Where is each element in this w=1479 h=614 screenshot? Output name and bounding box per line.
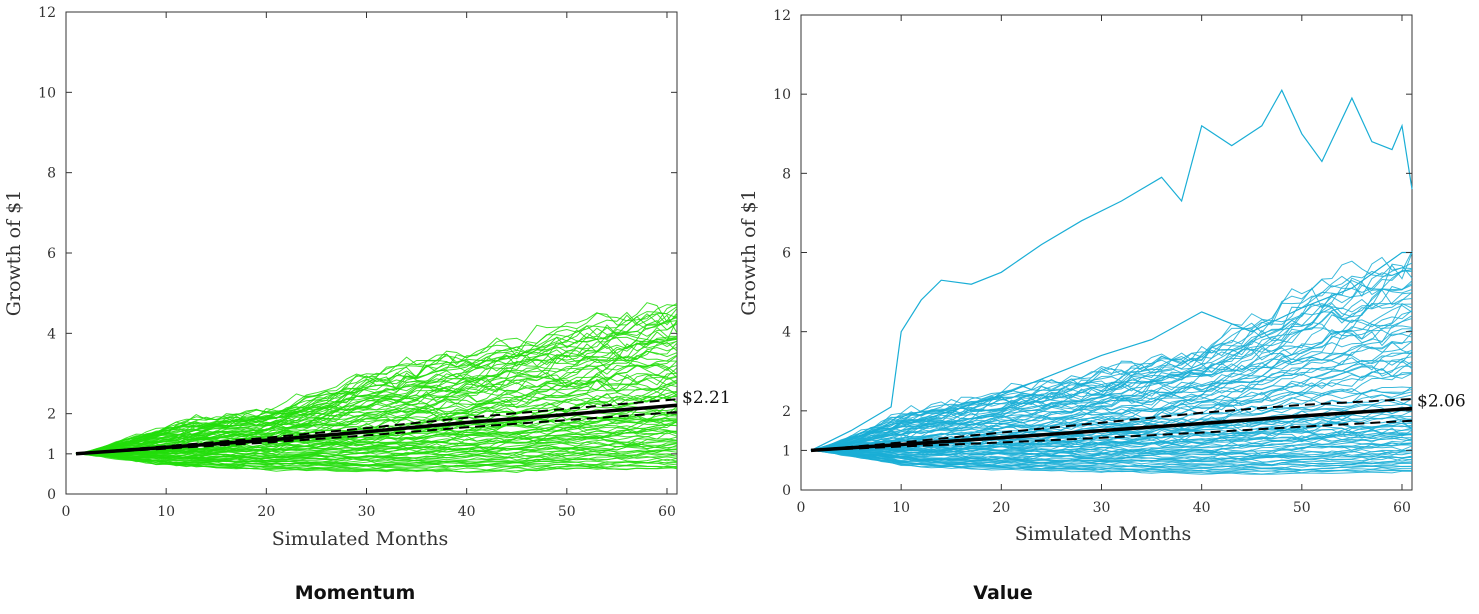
simulated-path	[810, 449, 1413, 463]
simulated-path	[75, 326, 678, 455]
y-tick-label: 4	[782, 325, 791, 341]
y-tick-label: 10	[38, 85, 56, 101]
simulated-path	[810, 284, 1413, 451]
value-caption: Value	[973, 582, 1033, 604]
simulated-path	[75, 302, 678, 455]
simulated-path	[810, 288, 1413, 451]
x-tick-label: 50	[1293, 500, 1311, 516]
simulated-path	[810, 256, 1413, 451]
simulated-path	[75, 340, 678, 455]
lower-confidence-line	[75, 411, 678, 455]
simulated-path	[75, 338, 678, 455]
x-tick-label: 30	[358, 504, 376, 520]
y-tick-label: 0	[47, 487, 56, 503]
simulated-path	[810, 449, 1413, 467]
median-line	[810, 406, 1413, 453]
simulated-path	[810, 310, 1413, 451]
simulated-path	[810, 449, 1413, 469]
end-value-label: $2.21	[682, 388, 731, 408]
outlier-path	[810, 88, 1413, 451]
outlier-path	[810, 251, 1412, 451]
simulated-path	[75, 418, 678, 455]
simulated-paths	[75, 302, 678, 474]
simulated-path	[810, 328, 1413, 451]
y-axis-label: Growth of $1	[738, 189, 760, 316]
upper-confidence-line	[75, 398, 678, 455]
y-axis-label: Growth of $1	[3, 190, 25, 317]
y-tick-label: 12	[38, 5, 56, 21]
simulated-path	[810, 318, 1413, 451]
x-axis-label: Simulated Months	[272, 528, 449, 550]
simulated-path	[75, 311, 678, 455]
y-tick-label: 2	[47, 407, 56, 423]
y-tick-label: 12	[773, 8, 791, 24]
simulated-path	[810, 292, 1413, 451]
simulated-path	[810, 432, 1413, 454]
x-tick-label: 30	[1093, 500, 1111, 516]
simulated-path	[75, 314, 678, 455]
simulated-path	[75, 346, 678, 455]
lower-confidence-line	[810, 419, 1413, 452]
simulated-path	[75, 319, 678, 455]
upper-confidence-line	[810, 398, 1413, 452]
y-tick-label: 6	[782, 246, 791, 262]
simulated-path	[75, 439, 678, 461]
simulated-path	[810, 386, 1413, 451]
x-tick-label: 0	[797, 500, 806, 516]
simulated-path	[810, 340, 1413, 451]
y-tick-label: 2	[782, 404, 791, 420]
simulated-path	[75, 372, 678, 455]
simulated-path	[75, 379, 678, 455]
simulated-path	[810, 372, 1413, 451]
y-tick-label: 6	[47, 246, 56, 262]
x-axis-label: Simulated Months	[1015, 523, 1192, 545]
y-tick-label: 1	[782, 443, 791, 459]
simulated-path	[75, 315, 678, 455]
x-tick-label: 60	[658, 504, 676, 520]
x-tick-label: 40	[458, 504, 476, 520]
momentum-caption: Momentum	[294, 582, 416, 604]
y-tick-label: 0	[782, 483, 791, 499]
y-tick-label: 8	[47, 166, 56, 182]
x-tick-label: 20	[992, 500, 1010, 516]
end-value-label: $2.06	[1417, 391, 1466, 411]
simulated-path	[810, 341, 1413, 451]
x-tick-label: 60	[1393, 500, 1411, 516]
simulated-path	[810, 280, 1413, 451]
x-tick-label: 20	[257, 504, 275, 520]
x-tick-label: 10	[892, 500, 910, 516]
y-tick-label: 1	[47, 447, 56, 463]
simulated-path	[75, 453, 678, 469]
simulated-path	[75, 304, 678, 455]
y-tick-label: 8	[782, 166, 791, 182]
simulated-path	[810, 325, 1413, 451]
simulated-paths	[810, 88, 1413, 475]
y-tick-label: 10	[773, 87, 791, 103]
x-tick-label: 50	[558, 504, 576, 520]
simulated-path	[810, 250, 1413, 451]
median-line	[75, 403, 678, 456]
y-tick-label: 4	[47, 326, 56, 342]
simulated-path	[810, 269, 1413, 451]
simulated-path	[810, 433, 1413, 455]
x-tick-label: 40	[1193, 500, 1211, 516]
x-tick-label: 0	[62, 504, 71, 520]
simulated-path	[810, 449, 1413, 464]
simulated-path	[75, 303, 678, 455]
simulated-path	[75, 338, 678, 455]
simulated-path	[75, 449, 678, 465]
x-tick-label: 10	[157, 504, 175, 520]
simulated-path	[810, 350, 1413, 451]
